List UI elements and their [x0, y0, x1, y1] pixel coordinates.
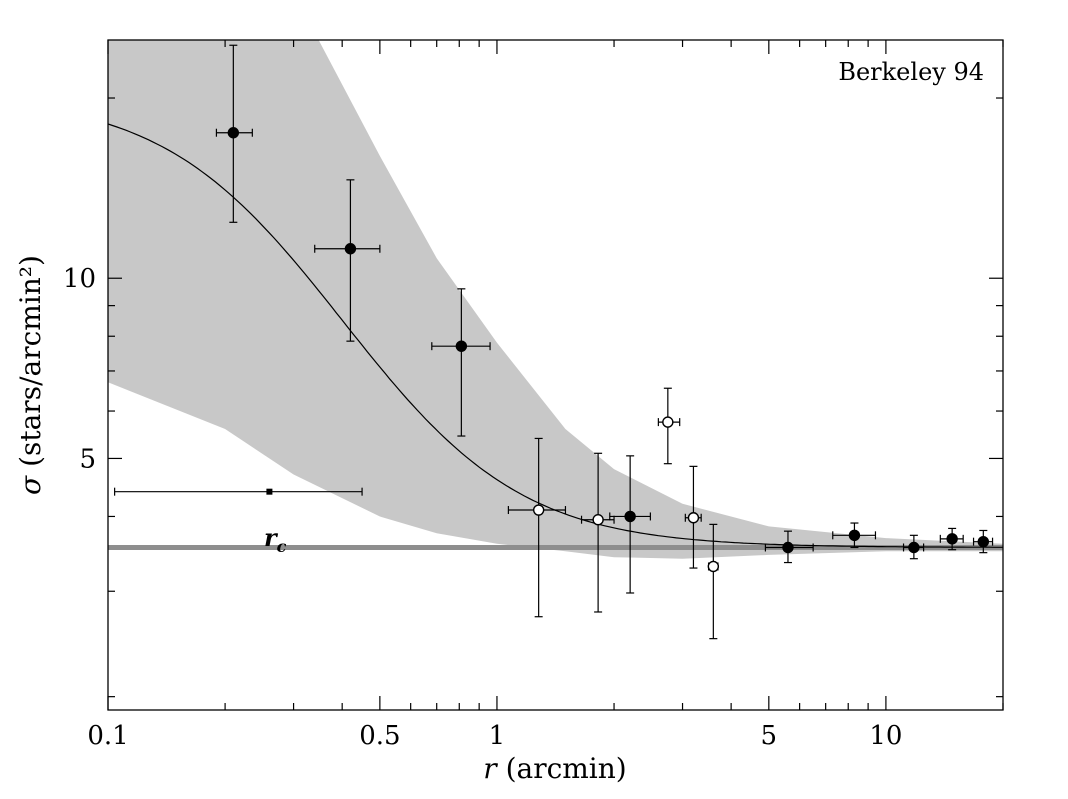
data-point-open-0-marker — [532, 504, 545, 516]
data-point-filled-6 — [902, 534, 925, 560]
data-point-filled-8 — [972, 529, 994, 554]
y-axis-title: σ (stars/arcmin²) — [14, 255, 47, 495]
data-point-open-2 — [657, 387, 681, 465]
data-point-open-3 — [684, 465, 702, 569]
data-point-open-4-marker — [707, 560, 720, 573]
data-point-filled-6-marker — [908, 541, 920, 554]
confidence-band-layer — [108, 40, 1003, 559]
x-tick-label-0.5: 0.5 — [359, 721, 400, 751]
rc-label-sub: c — [277, 537, 287, 556]
data-point-filled-4-marker — [782, 541, 794, 554]
data-point-open-1 — [580, 452, 615, 613]
data-point-open-1-marker — [592, 514, 604, 526]
data-points-layer — [114, 44, 994, 640]
core-radius-point — [266, 488, 273, 495]
data-point-filled-7 — [939, 527, 964, 551]
svg-text:rc: rc — [264, 523, 287, 556]
data-point-filled-0-marker — [227, 127, 240, 139]
data-point-filled-2 — [431, 288, 491, 437]
x-tick-label-10: 10 — [869, 721, 902, 751]
x-tick-label-5: 5 — [761, 721, 778, 751]
x-tick-label-1: 1 — [489, 721, 506, 751]
core-radius-marker — [114, 487, 363, 496]
data-point-filled-2-marker — [455, 340, 468, 352]
data-point-filled-5 — [832, 522, 877, 549]
data-point-open-4 — [707, 523, 720, 640]
data-point-filled-0 — [215, 44, 253, 223]
plot-border — [107, 39, 1004, 711]
y-tick-label-5: 5 — [79, 444, 96, 474]
data-point-filled-3-marker — [624, 510, 636, 523]
rc-label: rc — [264, 523, 287, 556]
data-point-filled-3 — [609, 455, 651, 594]
plot-frame — [107, 39, 1004, 711]
data-point-filled-7-marker — [946, 533, 958, 545]
data-point-filled-5-marker — [848, 529, 861, 542]
x-axis-title: r (arcmin) — [483, 752, 626, 785]
data-point-filled-8-marker — [977, 535, 990, 548]
x-axis-title-var: r — [483, 752, 498, 785]
chart-annotation: Berkeley 94 — [838, 58, 984, 86]
confidence-band — [108, 40, 1003, 559]
data-point-open-2-marker — [662, 416, 674, 428]
data-point-open-0 — [507, 437, 567, 618]
data-point-filled-1 — [314, 179, 381, 342]
data-point-filled-4 — [764, 530, 814, 564]
data-point-filled-1-marker — [344, 243, 357, 255]
y-axis-title-unit: (stars/arcmin²) — [14, 255, 47, 476]
y-tick-label-10: 10 — [63, 264, 96, 294]
y-axis-title-var: σ — [14, 475, 47, 495]
x-tick-label-0.1: 0.1 — [87, 721, 128, 751]
axis-ticks — [107, 40, 1004, 710]
data-point-open-3-marker — [687, 512, 700, 524]
rc-label-main: r — [264, 523, 279, 552]
x-axis-title-unit: (arcmin) — [497, 752, 627, 785]
